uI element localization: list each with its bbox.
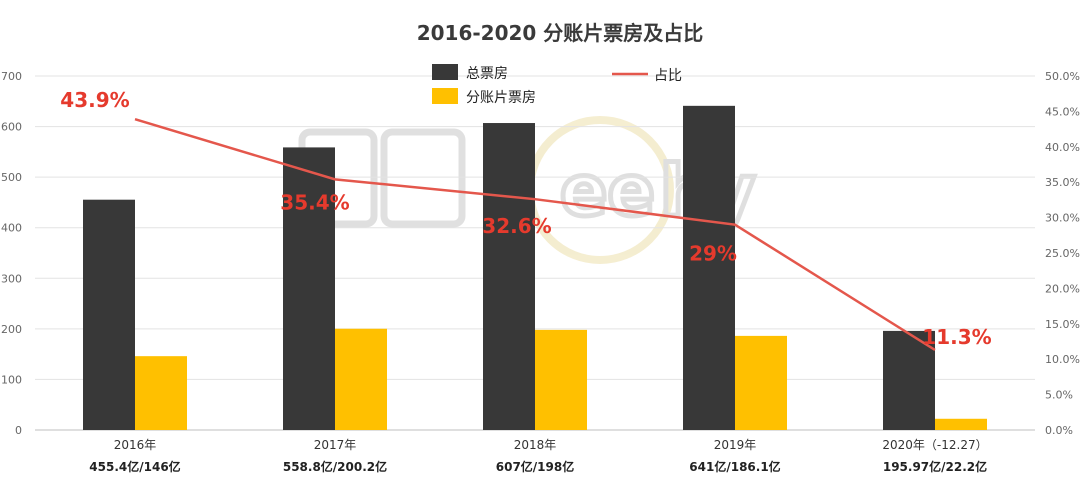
y-tick-label: 300: [1, 272, 22, 285]
y2-tick-label: 30.0%: [1045, 212, 1080, 225]
ratio-label: 32.6%: [482, 214, 551, 238]
legend-swatch-split: [432, 88, 458, 104]
y-tick-label: 200: [1, 323, 22, 336]
legend-label-total: 总票房: [466, 66, 508, 82]
bar-total: [883, 330, 935, 430]
bar-split: [935, 418, 987, 430]
bar-total: [83, 199, 135, 430]
legend-label-split: 分账片票房: [466, 90, 536, 106]
ratio-line: 43.9% 35.4% 32.6% 29% 11.3%: [60, 88, 992, 352]
y-axis-left: 0 100 200 300 400 500 600 700: [1, 70, 22, 437]
y2-tick-label: 5.0%: [1045, 389, 1073, 402]
x-sub-label: 641亿/186.1亿: [689, 459, 780, 474]
x-tick-label: 2016年: [114, 438, 157, 452]
bar-split: [335, 328, 387, 430]
chart-title: 2016-2020 分账片票房及占比: [417, 21, 704, 45]
bar-total: [283, 147, 335, 430]
y-tick-label: 100: [1, 373, 22, 386]
y2-tick-label: 20.0%: [1045, 282, 1080, 295]
bar-split: [135, 356, 187, 430]
bar-split: [535, 329, 587, 430]
x-tick-label: 2020年（-12.27）: [882, 438, 987, 452]
y-tick-label: 500: [1, 171, 22, 184]
x-sub-label: 455.4亿/146亿: [89, 459, 180, 474]
x-tick-label: 2019年: [714, 438, 757, 452]
y-tick-label: 0: [15, 424, 22, 437]
x-sub-label: 607亿/198亿: [496, 459, 574, 474]
bar-total: [683, 105, 735, 430]
x-tick-label: 2018年: [514, 438, 557, 452]
y2-tick-label: 15.0%: [1045, 318, 1080, 331]
y2-tick-label: 40.0%: [1045, 141, 1080, 154]
y-axis-right: 0.0% 5.0% 10.0% 15.0% 20.0% 25.0% 30.0% 35.0% 40…: [1045, 70, 1080, 437]
y2-tick-label: 45.0%: [1045, 105, 1080, 118]
x-axis: 2016年 455.4亿/146亿 2017年 558.8亿/200.2亿 2018年 6…: [89, 438, 987, 474]
ratio-label: 43.9%: [60, 88, 129, 112]
bars: [83, 105, 987, 430]
ratio-label: 35.4%: [280, 190, 349, 214]
y2-tick-label: 25.0%: [1045, 247, 1080, 260]
ratio-label: 11.3%: [922, 325, 991, 349]
legend-swatch-total: [432, 64, 458, 80]
y2-tick-label: 10.0%: [1045, 353, 1080, 366]
bar-split: [735, 335, 787, 430]
x-sub-label: 558.8亿/200.2亿: [283, 459, 387, 474]
y2-tick-label: 50.0%: [1045, 70, 1080, 83]
legend: 总票房 分账片票房 占比: [432, 64, 682, 106]
y-tick-label: 600: [1, 121, 22, 134]
y-tick-label: 400: [1, 222, 22, 235]
ratio-line-path: [134, 117, 936, 352]
bar-total: [483, 123, 535, 430]
x-tick-label: 2017年: [314, 438, 357, 452]
ratio-label: 29%: [689, 242, 737, 266]
y2-tick-label: 0.0%: [1045, 424, 1073, 437]
x-sub-label: 195.97亿/22.2亿: [883, 459, 987, 474]
y2-tick-label: 35.0%: [1045, 176, 1080, 189]
legend-label-ratio: 占比: [654, 68, 682, 84]
y-tick-label: 700: [1, 70, 22, 83]
svg-text:ee: ee: [560, 150, 655, 232]
